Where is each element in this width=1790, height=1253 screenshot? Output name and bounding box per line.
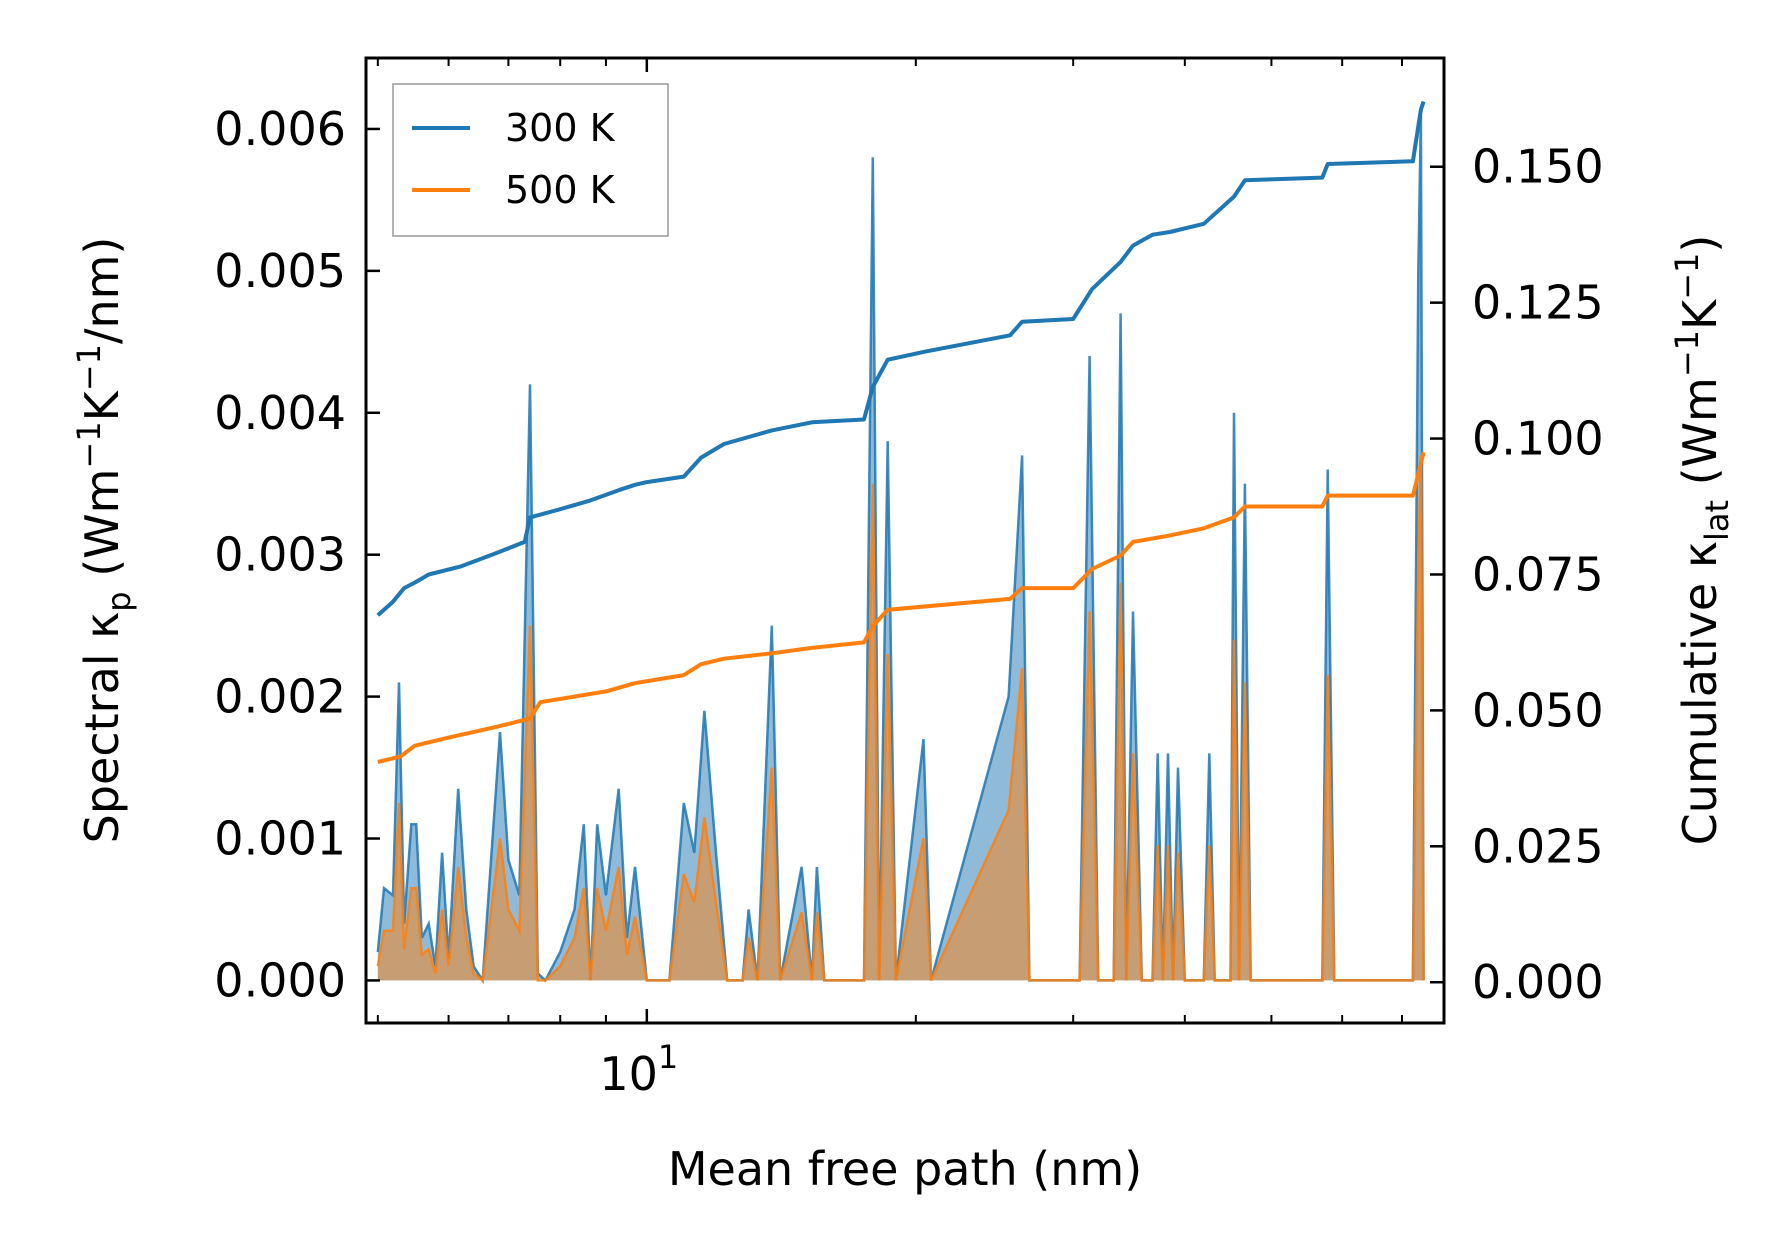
y-left-tick-label: 0.004 (214, 386, 346, 440)
y-left-tick-label: 0.003 (214, 528, 346, 582)
legend-label-500k: 500 K (505, 168, 616, 212)
y-right-tick-label: 0.150 (1472, 140, 1604, 194)
legend-frame (392, 83, 669, 237)
x-tick-label-exponent: 1 (658, 1038, 678, 1076)
spectral-500k-line (376, 455, 1425, 983)
y-axis-label-right: Cumulative κlat (Wm−1K−1) (1668, 235, 1736, 846)
x-axis-label: Mean free path (nm) (668, 1142, 1142, 1196)
left-label-main: Spectral κ (75, 612, 129, 844)
plot-content (376, 100, 1426, 985)
y-axis-label-left: Spectral κp (Wm−1K−1/nm) (70, 237, 138, 844)
right-label-sup2: −1 (1668, 253, 1706, 300)
left-label-unit-post: /nm) (75, 237, 129, 344)
legend: 300 K 500 K (392, 83, 669, 237)
left-label-unit-pre: (Wm (75, 469, 129, 592)
left-label-sup1: −1 (70, 421, 108, 468)
y-left-tick-label: 0.000 (214, 953, 346, 1007)
left-label-sup2: −1 (70, 344, 108, 391)
y-right-tick-label: 0.100 (1472, 412, 1604, 466)
y-right-tick-label: 0.125 (1472, 276, 1604, 330)
y-right-tick-label: 0.075 (1472, 547, 1604, 601)
right-label-unit-pre: (Wm (1673, 377, 1727, 500)
right-label-unit-mid: K (1673, 298, 1727, 330)
cumulative-300k-line (376, 100, 1426, 617)
y-left-tick-label: 0.001 (214, 812, 346, 866)
x-tick-label: 101 (599, 1038, 678, 1101)
y-right-tick-label: 0.000 (1472, 955, 1604, 1009)
right-label-unit-post: ) (1673, 235, 1727, 253)
right-label-sup1: −1 (1668, 330, 1706, 377)
y-left-tick-label: 0.005 (214, 244, 346, 298)
right-label-main: Cumulative κ (1673, 541, 1727, 845)
y-left-tick-label: 0.006 (214, 102, 346, 156)
y-right-tick-label: 0.025 (1472, 819, 1604, 873)
y-right-tick-label: 0.050 (1472, 683, 1604, 737)
left-label-unit-mid: K (75, 389, 129, 421)
y-left-tick-label: 0.002 (214, 670, 346, 724)
left-label-sub: p (100, 591, 138, 611)
legend-label-300k: 300 K (505, 106, 616, 150)
ticks: 0.000 0.001 0.002 0.003 0.004 0.005 0.006 0.000… (214, 58, 1604, 1101)
plot-frame (364, 56, 1446, 1025)
cumulative-500k-line (377, 451, 1426, 764)
right-label-sub: lat (1698, 500, 1736, 541)
